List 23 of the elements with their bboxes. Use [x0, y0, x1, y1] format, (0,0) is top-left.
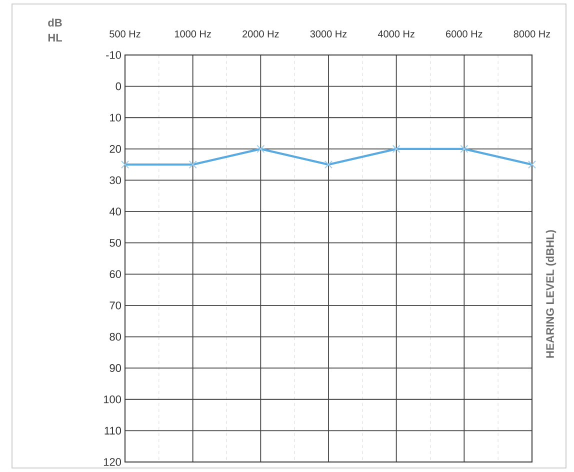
x-tick-label: 8000 Hz [514, 30, 550, 38]
y-tick-label: 120 [104, 458, 122, 466]
y-tick-label: -10 [106, 51, 122, 59]
y-axis-title: dB HL [48, 18, 62, 42]
y-tick-label: 90 [110, 364, 122, 372]
y-tick-label: 50 [110, 238, 122, 247]
y2-axis-title: HEARING LEVEL (dBHL) [546, 230, 556, 358]
y-tick-label: 10 [110, 114, 122, 122]
y-tick-label: 100 [104, 395, 122, 404]
y-tick-label: 30 [110, 176, 122, 184]
x-tick-label: 1000 Hz [174, 30, 211, 38]
x-tick-label: 6000 Hz [446, 30, 482, 38]
y-tick-label: 20 [110, 145, 122, 153]
y-tick-label: 110 [104, 426, 122, 435]
x-tick-label: 2000 Hz [242, 30, 279, 38]
y-tick-label: 0 [116, 82, 122, 90]
x-tick-label: 3000 Hz [310, 30, 347, 38]
x-tick-label: 4000 Hz [378, 30, 414, 38]
y-tick-label: 60 [110, 270, 122, 278]
y-tick-label: 80 [110, 332, 122, 341]
x-tick-label: 500 Hz [110, 30, 140, 38]
y-tick-label: 40 [109, 208, 122, 216]
y-tick-label: 70 [110, 302, 122, 310]
